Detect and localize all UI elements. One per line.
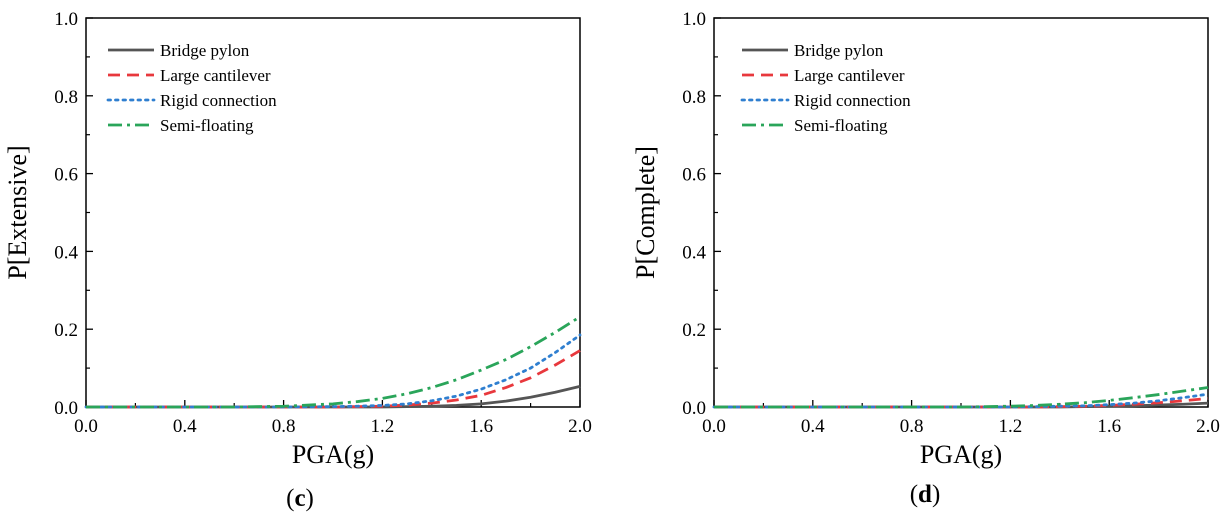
x-tick-label: 1.2 xyxy=(371,416,395,437)
x-tick-label: 0.8 xyxy=(272,416,296,437)
chart-panel-d: 0.0 0.4 0.8 1.2 1.6 2.0 0.0 0.2 0.4 0.6 0.8 1.0 PGA(… xyxy=(631,9,1220,508)
plot-frame xyxy=(713,17,1209,408)
legend-label: Large cantilever xyxy=(160,66,271,85)
x-tick-label: 2.0 xyxy=(1196,416,1220,437)
y-tick-label: 0.2 xyxy=(54,320,78,341)
panel-label: (d) xyxy=(910,481,941,508)
x-tick-label: 0.0 xyxy=(74,416,98,437)
x-axis-title: PGA(g) xyxy=(920,440,1002,469)
y-tick-label: 0.8 xyxy=(54,87,78,108)
x-tick-label: 2.0 xyxy=(568,416,592,437)
x-tick-label: 1.2 xyxy=(999,416,1023,437)
legend-label: Semi-floating xyxy=(794,116,888,135)
series-line xyxy=(714,386,1209,409)
y-tick-label: 0.6 xyxy=(54,165,78,186)
x-axis-title: PGA(g) xyxy=(292,440,374,469)
y-tick-label: 0.2 xyxy=(682,320,706,341)
x-tick-label: 0.0 xyxy=(702,416,726,437)
x-tick-label: 0.4 xyxy=(173,416,197,437)
x-tick-label: 0.8 xyxy=(900,416,924,437)
series-line xyxy=(86,315,581,409)
y-tick-label: 0.4 xyxy=(682,242,706,263)
y-tick-label: 0.0 xyxy=(682,398,706,419)
series-line xyxy=(84,333,582,409)
x-tick-label: 0.4 xyxy=(801,416,825,437)
chart-panel-c: 0.0 0.4 0.8 1.2 1.6 2.0 0.0 0.2 0.4 0.6 0.8 1.0 PGA(… xyxy=(3,9,592,512)
y-tick-label: 0.0 xyxy=(54,398,78,419)
panel-label: (c) xyxy=(286,485,314,512)
y-tick-label: 0.8 xyxy=(682,87,706,108)
y-axis-title: P[Complete] xyxy=(631,146,660,279)
legend-label: Rigid connection xyxy=(794,91,911,110)
legend-label: Bridge pylon xyxy=(794,41,884,60)
y-tick-label: 0.4 xyxy=(54,242,78,263)
x-tick-label: 1.6 xyxy=(469,416,493,437)
y-tick-label: 1.0 xyxy=(54,9,78,30)
y-tick-label: 0.6 xyxy=(682,165,706,186)
legend-label: Large cantilever xyxy=(794,66,905,85)
y-tick-label: 1.0 xyxy=(682,9,706,30)
legend-label: Rigid connection xyxy=(160,91,277,110)
legend-label: Bridge pylon xyxy=(160,41,250,60)
legend-label: Semi-floating xyxy=(160,116,254,135)
y-axis-title: P[Extensive] xyxy=(3,145,32,279)
x-tick-label: 1.6 xyxy=(1097,416,1121,437)
